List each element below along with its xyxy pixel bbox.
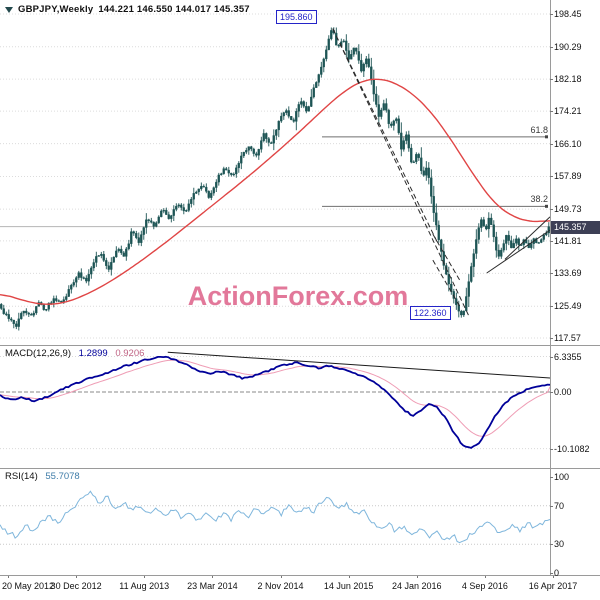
fib-61-8-label: 61.8: [530, 124, 548, 135]
price-axis-label: 182.18: [554, 74, 582, 85]
price-panel: ActionForex.com GBPJPY,Weekly 144.221 14…: [0, 4, 600, 343]
rsi-value: 55.7078: [45, 471, 80, 482]
time-axis-label: 16 Apr 2017: [528, 581, 578, 591]
time-axis-label: 11 Aug 2013: [119, 581, 170, 591]
macd-axis-label: 0.00: [554, 387, 572, 397]
price-axis-label: 133.69: [554, 268, 582, 279]
time-axis-label: 23 Mar 2014: [187, 581, 238, 591]
panel-divider: [0, 468, 600, 469]
chart-icon: [5, 6, 13, 13]
chart-title: GBPJPY,Weekly 144.221 146.550 144.017 14…: [5, 4, 250, 15]
dashed-trendline: [432, 233, 462, 283]
price-axis-label: 190.29: [554, 41, 582, 52]
symbol-timeframe: GBPJPY,Weekly: [18, 4, 94, 15]
price-axis-label: 166.10: [554, 138, 582, 149]
price-axis-tick: [550, 337, 553, 339]
macd-chart-svg: [0, 351, 551, 450]
time-axis-tick: [212, 575, 214, 578]
rsi-axis-label: 0: [554, 568, 560, 578]
time-axis-tick: [484, 575, 486, 578]
rsi-indicator-name: RSI(14): [5, 471, 38, 482]
panel-divider: [0, 575, 600, 576]
price-axis-label: 157.89: [554, 171, 582, 182]
price-axis-tick: [550, 240, 553, 242]
time-axis-label: 2 Nov 2014: [257, 581, 304, 591]
price-axis-label: 174.21: [554, 106, 582, 117]
price-axis-label: 141.81: [554, 235, 582, 246]
price-axis-label: 125.49: [554, 301, 582, 312]
rsi-panel: RSI(14) 55.7078 100 70 30 0: [0, 468, 600, 578]
rsi-axis-tick: [550, 544, 553, 546]
wedge-trendline: [504, 216, 551, 260]
time-axis-label: 20 May 2012: [2, 581, 55, 591]
panel-divider: [0, 345, 600, 346]
time-axis-tick: [76, 575, 78, 578]
low-price-annotation: 122.360: [410, 306, 451, 320]
wedge-trendline: [486, 229, 551, 274]
dashed-trendline: [332, 28, 470, 316]
price-axis-label: 117.57: [554, 332, 581, 343]
time-axis-tick: [8, 575, 9, 578]
macd-signal-line: [0, 359, 551, 437]
rsi-label: RSI(14) 55.7078: [5, 471, 80, 482]
price-axis-label: 198.45: [554, 9, 582, 19]
rsi-axis-label: 30: [554, 539, 565, 550]
time-axis-label: 30 Dec 2012: [50, 581, 102, 591]
watermark: ActionForex.com: [187, 281, 409, 311]
macd-axis-label: 6.3355: [554, 351, 582, 362]
time-axis-label: 4 Sep 2016: [461, 581, 508, 591]
price-axis-tick: [550, 176, 553, 178]
dashed-trendline: [432, 259, 462, 309]
price-axis-tick: [550, 273, 553, 275]
rsi-axis-tick: [550, 505, 553, 507]
price-axis-tick: [550, 306, 553, 308]
rsi-axis-label: 70: [554, 500, 565, 511]
price-axis-tick: [550, 79, 553, 81]
rsi-axis-tick: [550, 477, 553, 478]
macd-main-line: [0, 355, 551, 449]
macd-indicator-name: MACD(12,26,9): [5, 348, 71, 359]
macd-axis-tick: [550, 356, 553, 358]
rsi-axis-label: 100: [554, 472, 570, 482]
rsi-axis-tick: [550, 573, 553, 574]
fib-38-2-label: 38.2: [530, 194, 548, 205]
time-axis-tick: [553, 575, 554, 578]
rsi-line: [0, 490, 551, 544]
time-axis-tick: [416, 575, 418, 578]
high-price-annotation: 195.860: [276, 10, 317, 24]
ohlc-values: 144.221 146.550 144.017 145.357: [98, 4, 250, 15]
macd-label: MACD(12,26,9) 1.2899 0.9206: [5, 348, 144, 359]
price-axis-tick: [550, 143, 553, 145]
time-axis-tick: [348, 575, 350, 578]
current-price-tag: 145.357: [551, 220, 600, 234]
price-axis-tick: [550, 46, 553, 48]
time-axis-tick: [280, 575, 282, 578]
time-axis-tick: [144, 575, 146, 578]
rsi-chart-svg: [0, 490, 551, 545]
fib-line-marker: [545, 135, 548, 139]
macd-signal-value: 0.9206: [115, 348, 145, 359]
time-axis: 20 May 2012 30 Dec 2012 11 Aug 2013 23 Mar …: [0, 575, 600, 600]
price-axis-separator: [550, 0, 551, 575]
price-chart-svg: [0, 13, 551, 339]
macd-trendline: [167, 351, 551, 379]
macd-panel: MACD(12,26,9) 1.2899 0.9206 6.3355 0.00 -1…: [0, 345, 600, 468]
macd-axis-tick: [550, 392, 553, 393]
time-axis-label: 24 Jan 2016: [391, 581, 442, 591]
macd-axis-tick: [550, 448, 553, 450]
time-axis-label: 14 Jun 2015: [323, 581, 374, 591]
moving-average-line: [0, 78, 551, 305]
price-axis-tick: [550, 209, 553, 211]
price-axis-tick: [550, 111, 553, 113]
macd-main-value: 1.2899: [78, 348, 108, 359]
fib-line-marker: [545, 204, 548, 208]
price-axis-label: 149.73: [554, 204, 582, 215]
price-axis-tick: [550, 14, 553, 15]
macd-axis-label: -10.1082: [554, 443, 590, 454]
